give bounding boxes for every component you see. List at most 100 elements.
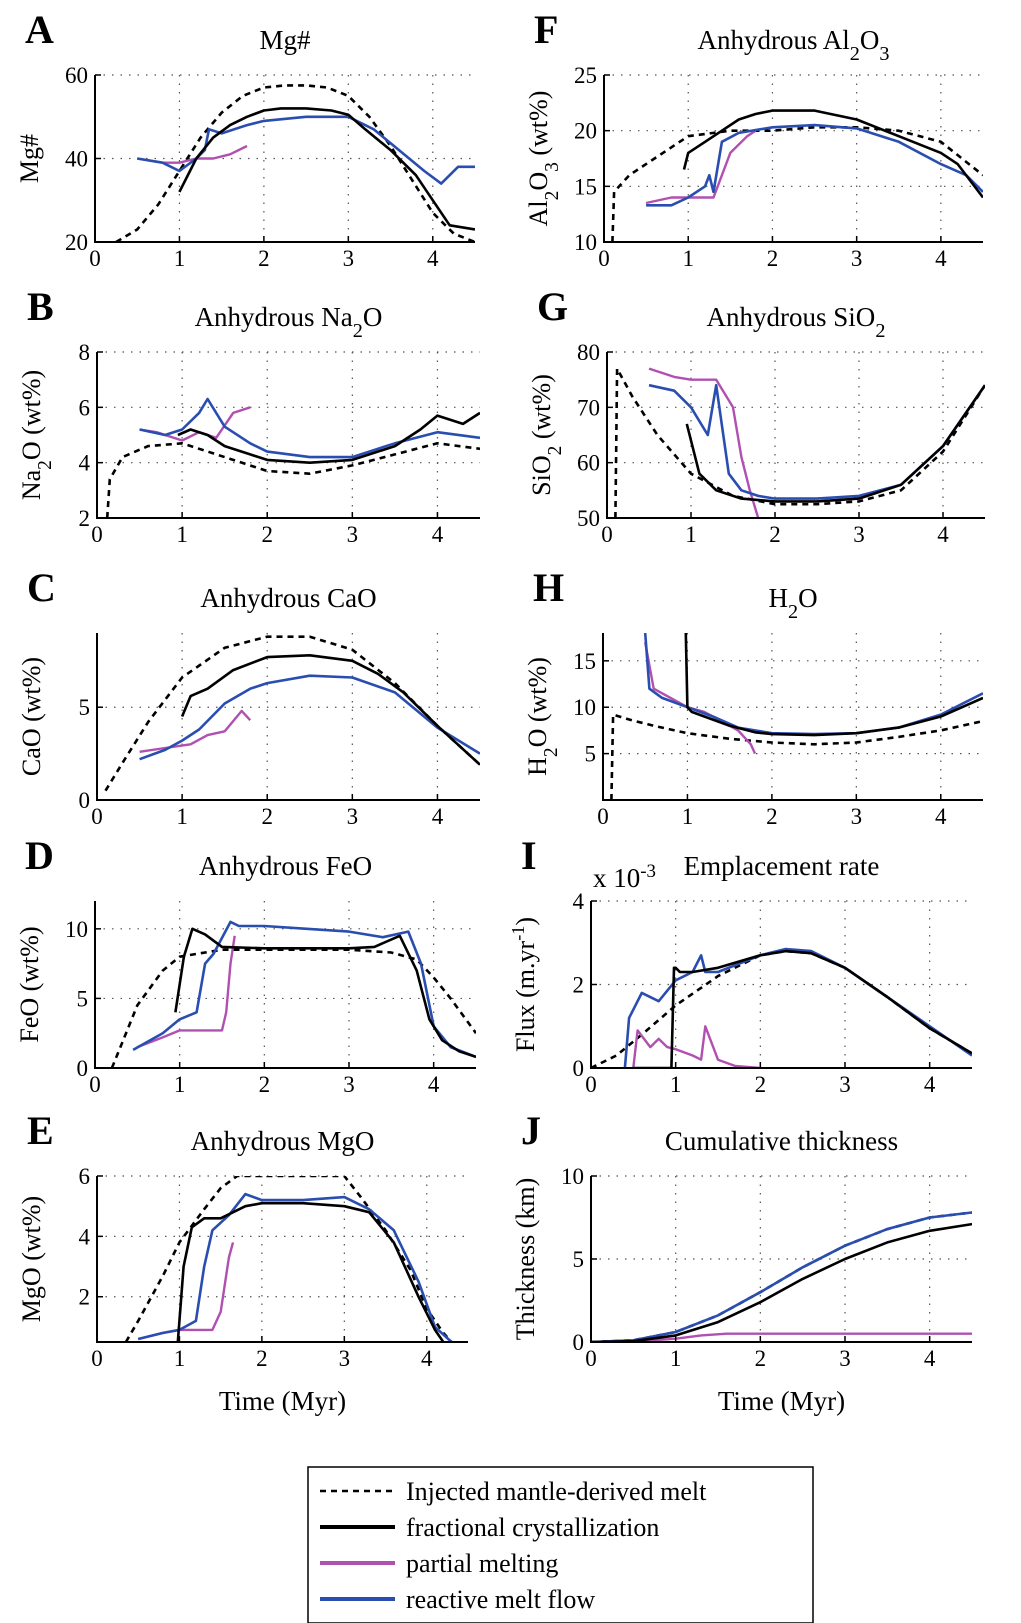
y-tick-label: 5: [573, 1247, 585, 1272]
series-group: [104, 635, 480, 792]
y-axis-label: Na2O (wt%): [17, 370, 56, 500]
panel-title: Anhydrous SiO2: [707, 302, 886, 342]
panel-g: 0 1 2 3 4 50 60 70 80 G Anhydrous SiO2 SiO2 (wt%): [527, 284, 985, 547]
series-partial: [644, 642, 757, 755]
x-tick-label: 0: [585, 1346, 597, 1371]
series-group: [610, 633, 983, 800]
panel-title: Anhydrous Al2O3: [697, 25, 889, 65]
axes: [606, 352, 985, 519]
series-group: [591, 1211, 972, 1342]
series-reactive: [139, 397, 480, 459]
x-tick-label: 1: [682, 804, 694, 829]
x-tick-label: 2: [767, 246, 779, 271]
x-tick-label: 3: [343, 1072, 355, 1097]
x-tick-label: 0: [91, 522, 103, 547]
axes: [602, 633, 983, 801]
series-partial: [136, 935, 236, 1049]
y-tick-label: 0: [77, 1056, 89, 1081]
series-group: [591, 947, 972, 1068]
y-axis-label: Al2O3 (wt%): [524, 91, 563, 227]
y-tick-label: 20: [574, 119, 597, 144]
x-tick-label: 2: [755, 1346, 767, 1371]
panel-title: Emplacement rate: [684, 851, 880, 881]
panel-letter: D: [25, 833, 54, 878]
y-tick-label: 4: [79, 451, 91, 476]
y-tick-label: 70: [577, 395, 600, 420]
x-tick-label: 0: [601, 522, 613, 547]
y-tick-label: 5: [77, 986, 89, 1011]
series-injected: [104, 635, 480, 792]
legend: Injected mantle-derived melt fractional c…: [307, 1466, 814, 1623]
y-tick-label: 0: [79, 788, 91, 813]
y-axis-label: Thickness (km): [511, 1178, 540, 1340]
y-tick-label: 4: [79, 1224, 91, 1249]
series-partial: [139, 406, 251, 442]
series-group: [115, 84, 475, 242]
y-axis-label: CaO (wt%): [17, 657, 46, 776]
x-axis-label: Time (Myr): [718, 1386, 845, 1416]
series-injected: [611, 126, 983, 242]
panel-e: 0 1 2 3 4 2 4 6E Anhydrous MgO MgO (wt%) Time (Myr…: [17, 1108, 468, 1416]
x-tick-label: 4: [427, 246, 439, 271]
x-tick-label: 3: [839, 1072, 851, 1097]
x-tick-label: 1: [174, 246, 186, 271]
y-tick-label: 40: [65, 147, 88, 172]
panel-j: 0 1 2 3 4 0 5 10 J Cumulative thickness Thickness …: [511, 1108, 972, 1416]
y-axis-label: H2O (wt%): [523, 657, 562, 776]
panel-letter: H: [533, 565, 564, 610]
series-injected: [591, 949, 972, 1068]
panel-b: 0 1 2 3 4 2 4 6 8B Anhydrous Na2O Na2O (wt%): [17, 284, 480, 547]
x-tick-label: 2: [259, 1072, 271, 1097]
series-group: [611, 109, 983, 242]
y-tick-label: 6: [79, 395, 91, 420]
x-tick-label: 4: [924, 1346, 936, 1371]
y-tick-label: 2: [79, 506, 91, 531]
panel-title: Mg#: [259, 25, 311, 55]
panel-letter: C: [27, 565, 56, 610]
series-fractional: [682, 109, 983, 199]
x-tick-label: 3: [839, 1346, 851, 1371]
series-group: [105, 397, 480, 518]
legend-label: partial melting: [406, 1549, 558, 1578]
x-tick-label: 3: [853, 522, 865, 547]
panel-letter: E: [27, 1108, 54, 1153]
series-reactive: [646, 123, 983, 207]
x-tick-label: 0: [91, 804, 103, 829]
series-injected: [124, 1176, 453, 1342]
y-tick-label: 80: [577, 340, 600, 365]
series-fractional: [178, 107, 475, 231]
series-injected: [610, 713, 983, 800]
panel-letter: F: [534, 7, 558, 52]
y-tick-label: 0: [573, 1330, 585, 1355]
panel-c: 0 1 2 3 4 0 5 C Anhydrous CaO CaO (wt%): [17, 565, 480, 829]
panel-h: 0 1 2 3 4 5 10 15 H H2O H2O (wt%): [523, 565, 983, 829]
series-fractional: [180, 654, 480, 766]
legend-label: reactive melt flow: [406, 1585, 595, 1614]
panel-f: 0 1 2 3 4 10 15 20 25 F Anhydrous Al2O3 Al2O3 (wt%): [524, 7, 983, 271]
series-injected: [115, 84, 475, 242]
x-tick-label: 1: [670, 1346, 682, 1371]
x-tick-label: 2: [755, 1072, 767, 1097]
y-tick-label: 5: [79, 695, 91, 720]
x-tick-label: 3: [347, 804, 359, 829]
x-tick-label: 2: [258, 246, 270, 271]
y-tick-label: 60: [65, 63, 88, 88]
x-tick-label: 4: [428, 1072, 440, 1097]
series-group: [124, 1176, 453, 1342]
y-tick-label: 15: [574, 174, 597, 199]
x-tick-label: 3: [343, 246, 355, 271]
legend-item: partial melting: [320, 1549, 558, 1578]
x-tick-label: 0: [598, 246, 610, 271]
panel-title: Cumulative thickness: [665, 1126, 898, 1156]
legend-label: fractional crystallization: [406, 1513, 659, 1542]
series-fractional: [174, 927, 476, 1059]
y-tick-label: 20: [65, 230, 88, 255]
series-reactive: [139, 674, 480, 761]
y-tick-label: 10: [573, 695, 596, 720]
x-tick-label: 4: [935, 804, 947, 829]
series-reactive: [132, 920, 476, 1059]
series-fractional: [685, 384, 985, 503]
x-tick-label: 3: [347, 522, 359, 547]
panel-title: Anhydrous Na2O: [195, 302, 383, 342]
series-fractional: [176, 1201, 445, 1342]
